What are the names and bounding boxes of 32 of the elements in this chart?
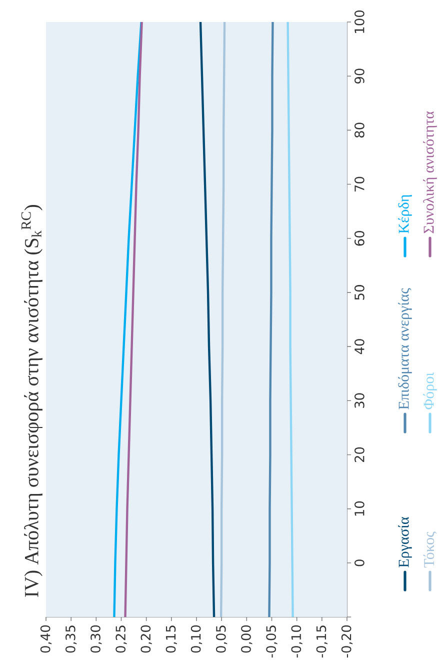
x-tick-label: 0,40	[40, 625, 52, 653]
x-tick-label: 0,25	[116, 626, 127, 653]
y-tick-label: 20	[354, 447, 364, 462]
x-tick-label: -0,15	[316, 626, 328, 658]
x-tick-label: -0,05	[266, 626, 278, 658]
y-tick-label: 10	[354, 501, 364, 516]
y-tick-label: 30	[354, 393, 364, 408]
y-tick-label: 50	[354, 285, 364, 300]
y-tick-label: 100	[354, 10, 364, 33]
x-tick-label: 0,05	[216, 626, 228, 653]
x-tick-label: -0,20	[341, 625, 353, 658]
x-tick-label: 0,15	[166, 626, 177, 653]
y-tick-label: 70	[354, 176, 364, 192]
text: Τόκος	[423, 532, 437, 568]
x-tick-label: 0,20	[140, 625, 152, 653]
y-tick-label: 40	[354, 339, 364, 354]
text: Εργασία	[398, 517, 412, 568]
text: Συνολική ανισότητα	[423, 111, 437, 234]
text: Επιδόματα ανεργίας	[398, 288, 412, 410]
x-tick-label: 0,35	[66, 626, 77, 653]
x-tick-label: 0,30	[90, 625, 102, 653]
x-tick-label: 0,00	[241, 625, 252, 653]
text: IV) Απόλυτη συνεισφορά στην ανισότητα (S$_{k}$$^{RC}$)	[21, 205, 42, 597]
y-tick-label: 0	[354, 560, 364, 566]
y-tick-label: 60	[354, 230, 364, 246]
y-tick-label: 90	[354, 68, 364, 84]
text: Κέρδη	[398, 195, 412, 234]
text: Φόροι	[423, 372, 437, 410]
line-series	[220, 22, 226, 617]
y-tick-label: 80	[354, 122, 364, 138]
x-tick-label: 0,10	[190, 625, 202, 653]
x-tick-label: -0,10	[291, 625, 302, 658]
